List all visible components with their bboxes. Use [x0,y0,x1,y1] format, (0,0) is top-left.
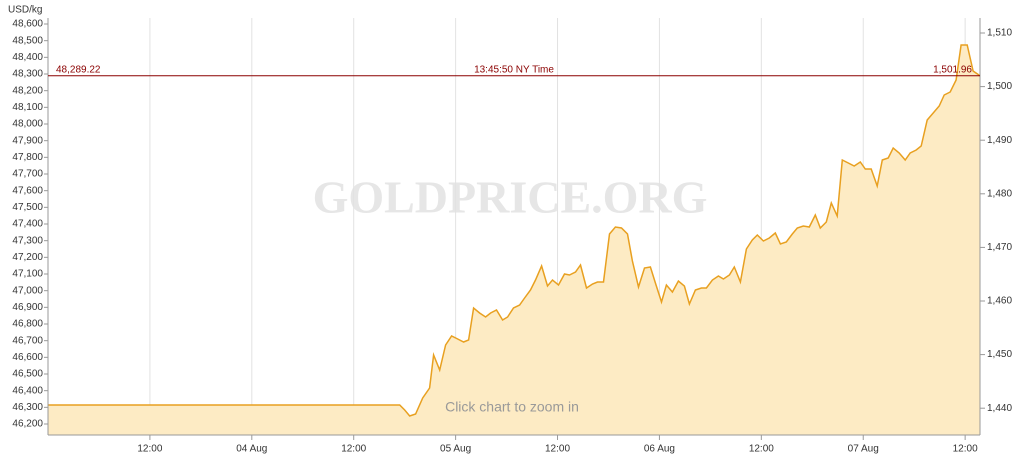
y2-tick-label: 1,460 [987,296,1012,307]
y-tick-label: 48,400 [12,52,43,63]
y-tick-label: 47,300 [12,235,43,246]
y-tick-label: 46,800 [12,319,43,330]
y-tick-label: 48,000 [12,119,43,130]
y-axis-label: USD/kg [8,5,42,16]
x-tick-label: 12:00 [749,444,774,455]
x-tick-label: 05 Aug [440,444,471,455]
x-tick-label: 07 Aug [848,444,879,455]
y-tick-label: 47,100 [12,269,43,280]
current-price-label: 48,289.22 [56,64,101,75]
line [48,44,981,417]
y-tick-label: 47,200 [12,252,43,263]
y-tick-label: 46,600 [12,352,43,363]
y2-tick-label: 1,490 [987,135,1012,146]
x-tick-label: 12:00 [545,444,570,455]
y-tick-label: 47,700 [12,169,43,180]
x-tick-label: 12:00 [137,444,162,455]
y2-tick-label: 1,500 [987,81,1012,92]
y2-tick-label: 1,450 [987,349,1012,360]
y2-tick-label: 1,470 [987,242,1012,253]
y-tick-label: 48,200 [12,85,43,96]
y-tick-label: 48,600 [12,19,43,30]
watermark: GOLDPRICE.ORG [313,172,708,223]
y-tick-label: 47,400 [12,219,43,230]
x-tick-label: 04 Aug [236,444,267,455]
y2-tick-label: 1,510 [987,28,1012,39]
y-tick-label: 47,900 [12,135,43,146]
y-tick-label: 48,500 [12,35,43,46]
x-tick-label: 12:00 [953,444,978,455]
x-tick-label: 12:00 [341,444,366,455]
y-tick-label: 46,200 [12,419,43,430]
y-tick-label: 46,300 [12,402,43,413]
y-tick-label: 47,500 [12,202,43,213]
zoom-hint: Click chart to zoom in [445,399,579,415]
y-tick-label: 46,700 [12,335,43,346]
y-tick-label: 47,000 [12,285,43,296]
y-tick-label: 46,900 [12,302,43,313]
y2-tick-label: 1,440 [987,403,1012,414]
current-price-y2-label: 1,501.96 [933,65,972,76]
y-tick-label: 47,800 [12,152,43,163]
current-time-label: 13:45:50 NY Time [474,64,554,75]
area [48,45,980,435]
y-tick-label: 47,600 [12,185,43,196]
x-tick-label: 06 Aug [644,444,675,455]
y-tick-label: 48,100 [12,102,43,113]
y2-tick-label: 1,480 [987,188,1012,199]
y-tick-label: 46,500 [12,369,43,380]
y-tick-label: 48,300 [12,69,43,80]
y-tick-label: 46,400 [12,385,43,396]
